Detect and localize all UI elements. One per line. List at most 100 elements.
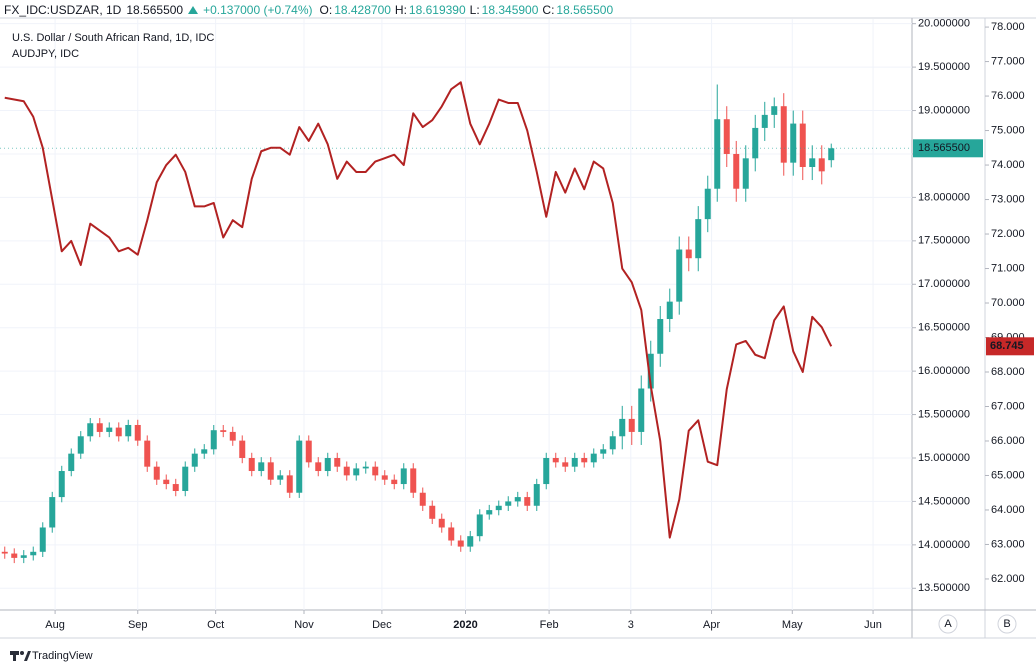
candle-body bbox=[752, 127, 759, 159]
candle-body bbox=[438, 518, 445, 528]
candle-body bbox=[571, 457, 578, 467]
candle-body bbox=[486, 510, 493, 515]
candle-body bbox=[258, 462, 265, 472]
candle-body bbox=[11, 553, 18, 558]
candle-body bbox=[49, 497, 56, 528]
candle-body bbox=[619, 418, 626, 437]
candle-body bbox=[353, 468, 360, 476]
y2-tick-label: 68.000 bbox=[991, 366, 1025, 378]
candle-body bbox=[742, 158, 749, 189]
y-tick-label: 19.000000 bbox=[918, 104, 970, 116]
candle-body bbox=[476, 514, 483, 537]
ohlc-key: H: bbox=[394, 3, 407, 17]
ohlc-value: 18.619390 bbox=[408, 3, 466, 17]
candle-body bbox=[676, 249, 683, 302]
candle-body bbox=[638, 388, 645, 432]
candle-body bbox=[790, 123, 797, 163]
candle-body bbox=[372, 466, 379, 476]
candle-body bbox=[87, 423, 94, 437]
candle-body bbox=[761, 114, 768, 128]
legend-entry: AUDJPY, IDC bbox=[12, 48, 79, 60]
candle-body bbox=[505, 501, 512, 506]
y-tick-label: 15.500000 bbox=[918, 408, 970, 420]
axis-button[interactable] bbox=[938, 614, 958, 634]
ohlc-value: 18.345900 bbox=[481, 3, 539, 17]
candle-body bbox=[780, 106, 787, 163]
ohlc-value: 18.428700 bbox=[334, 3, 391, 17]
y-tick-label: 20.000000 bbox=[918, 18, 970, 30]
y-tick-label: 17.000000 bbox=[918, 278, 970, 290]
candle-body bbox=[600, 449, 607, 454]
x-tick-label: Dec bbox=[372, 619, 392, 631]
candle-body bbox=[400, 468, 407, 485]
candle-body bbox=[657, 319, 664, 354]
candle-body bbox=[163, 479, 170, 485]
candle-body bbox=[457, 540, 464, 547]
candle-body bbox=[277, 475, 284, 480]
up-arrow bbox=[188, 6, 199, 14]
candle-body bbox=[182, 466, 189, 491]
candle-body bbox=[239, 440, 246, 458]
y2-tick-label: 66.000 bbox=[991, 435, 1025, 447]
y-tick-label: 14.000000 bbox=[918, 539, 970, 551]
y-tick-label: 16.000000 bbox=[918, 365, 970, 377]
candle-body bbox=[115, 427, 122, 437]
candle-body bbox=[305, 440, 312, 463]
candle-body bbox=[1, 551, 8, 554]
candle-body bbox=[685, 249, 692, 259]
candle-body bbox=[220, 430, 227, 432]
candle-body bbox=[210, 430, 217, 450]
candle-body bbox=[723, 119, 730, 154]
candle-body bbox=[419, 492, 426, 506]
y2-tick-label: 71.000 bbox=[991, 262, 1025, 274]
brand-logo bbox=[10, 651, 31, 661]
candle-body bbox=[315, 462, 322, 472]
candle-body bbox=[590, 453, 597, 463]
y-tick-label: 14.500000 bbox=[918, 495, 970, 507]
quote-header: FX_IDC:USDZAR, 1D 18.565500 +0.137000 (+… bbox=[4, 2, 613, 18]
candle-body bbox=[191, 453, 198, 467]
candle-body bbox=[324, 457, 331, 472]
candle-body bbox=[562, 462, 569, 467]
ohlc-key: L: bbox=[469, 3, 480, 17]
x-tick-label: Feb bbox=[540, 619, 559, 631]
candle-body bbox=[666, 301, 673, 320]
candle-body bbox=[229, 431, 236, 441]
axis-button-label: A bbox=[944, 618, 952, 630]
x-tick-label: Aug bbox=[45, 619, 65, 631]
price-tag-label: 18.565500 bbox=[918, 142, 970, 154]
candle-body bbox=[448, 527, 455, 541]
candle-body bbox=[609, 436, 616, 450]
candle-body bbox=[144, 440, 151, 467]
x-tick-label: Jun bbox=[864, 619, 882, 631]
price-tag bbox=[913, 139, 983, 158]
y2-tick-label: 67.000 bbox=[991, 400, 1025, 412]
candle-body bbox=[714, 119, 721, 189]
ohlc: O: 18.428700 H: 18.619390 L: 18.345900 C: 18.56… bbox=[318, 3, 614, 17]
y2-tick-label: 72.000 bbox=[991, 228, 1025, 240]
x-tick-label: 3 bbox=[628, 619, 634, 631]
candle-body bbox=[134, 424, 141, 441]
candle-body bbox=[704, 188, 711, 220]
y2-tick-label: 74.000 bbox=[991, 159, 1025, 171]
y-tick-label: 15.000000 bbox=[918, 452, 970, 464]
candle-body bbox=[552, 457, 559, 463]
axis-button[interactable] bbox=[997, 614, 1017, 634]
candle-body bbox=[77, 436, 84, 454]
y-tick-label: 19.500000 bbox=[918, 61, 970, 73]
candle-body bbox=[68, 453, 75, 472]
candle-body bbox=[647, 353, 654, 389]
legend-entry: U.S. Dollar / South African Rand, 1D, ID… bbox=[12, 32, 214, 44]
candle-body bbox=[362, 466, 369, 469]
x-tick-label: May bbox=[782, 619, 803, 631]
candle-body bbox=[334, 457, 341, 467]
candle-body bbox=[20, 555, 27, 558]
candle-body bbox=[39, 527, 46, 552]
price-tag bbox=[986, 337, 1034, 356]
candle-body bbox=[628, 418, 635, 432]
candle-body bbox=[809, 158, 816, 168]
candle-body bbox=[524, 497, 531, 506]
